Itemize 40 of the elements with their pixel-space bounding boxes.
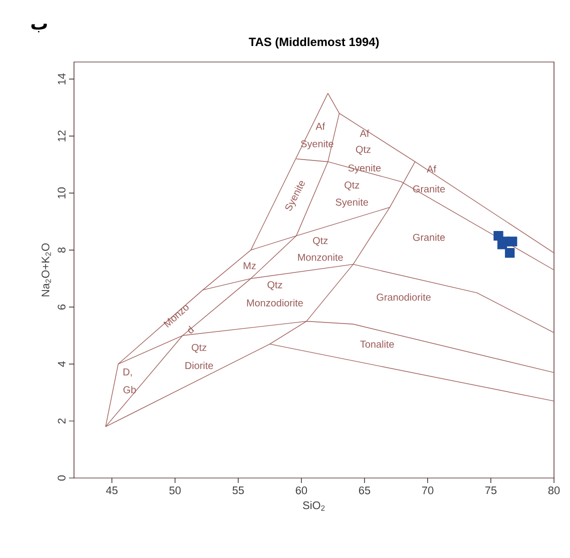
x-tick-label: 60	[296, 486, 308, 494]
annotation: Af	[316, 122, 326, 130]
annotation: Mz	[244, 262, 256, 270]
annotation: Granite	[413, 185, 445, 192]
x-tick-label: 70	[422, 486, 434, 494]
x-tick-label: 65	[358, 486, 370, 494]
annotation: Qtz	[356, 146, 371, 155]
chart-title: TAS (Middlemost 1994)	[248, 37, 379, 48]
annotation: Af	[360, 130, 370, 137]
y-tick-label: 12	[58, 130, 66, 142]
annotation: Tonalite	[360, 340, 394, 348]
x-tick-label: 45	[106, 486, 118, 494]
y-tick-label: 10	[58, 187, 66, 198]
annotation: Granodiorite	[376, 293, 431, 301]
y-tick-label: 14	[58, 73, 66, 84]
y-tick-label: 2	[58, 418, 66, 424]
y-tick-label: 8	[58, 247, 66, 253]
annotation: D,	[124, 368, 132, 377]
y-tick-label: 4	[58, 361, 66, 367]
annotation: Monzonite	[298, 254, 343, 261]
y-tick-label: 6	[58, 304, 66, 310]
x-tick-label: 50	[169, 486, 181, 494]
annotation: Diorite	[185, 362, 213, 370]
annotation: Qtz	[268, 281, 282, 290]
x-tick-label: 55	[232, 486, 244, 494]
x-tick-label: 75	[485, 486, 496, 494]
annotation: Qtz	[344, 182, 360, 190]
text: ب	[31, 24, 47, 32]
annotation: Qtz	[192, 344, 206, 353]
annotation: Syenite	[336, 198, 368, 208]
y-tick-label: 0	[58, 475, 66, 481]
annotation: Qtz	[313, 237, 328, 246]
annotation: Gb	[123, 386, 136, 394]
x-axis-title: SiO$_{2}$	[302, 501, 325, 511]
annotation: Monzodiorite	[247, 299, 303, 306]
annotation: Af	[426, 165, 436, 172]
x-tick-label: 80	[548, 486, 560, 494]
annotation: Granite	[413, 234, 445, 241]
y-axis-title: Na$_{2}$O+K$_{2}$O	[42, 243, 51, 296]
annotation: d	[188, 326, 194, 334]
